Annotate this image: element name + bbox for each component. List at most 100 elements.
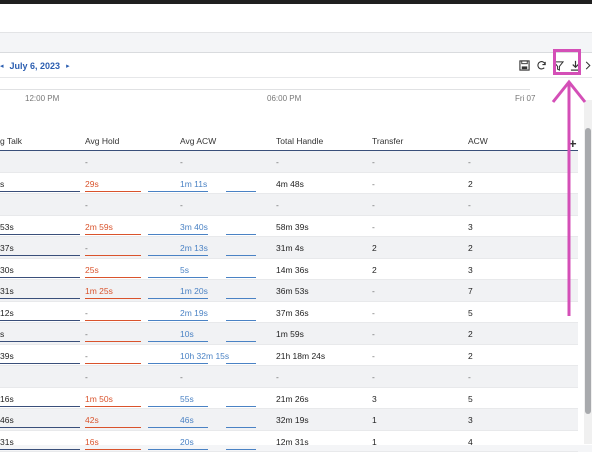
table-cell: - [85, 200, 88, 210]
table-cell: 3 [468, 222, 473, 232]
table-cell: 2 [468, 243, 473, 253]
row-duration-bar [85, 234, 141, 235]
table-row[interactable]: 53s 2m 59s 3m 40s 58m 39s - 3 [0, 216, 578, 238]
current-date-label[interactable]: July 6, 2023 [10, 61, 61, 71]
chevron-right-icon[interactable] [584, 57, 592, 73]
table-cell: 46s [180, 415, 194, 425]
table-cell: 31s [0, 286, 14, 296]
table-cell: 2m 19s [180, 308, 208, 318]
table-cell: - [372, 222, 375, 232]
table-cell: - [372, 179, 375, 189]
table-cell: - [468, 372, 471, 382]
table-cell: 53s [0, 222, 14, 232]
row-duration-bar [148, 320, 208, 321]
table-cell: 21m 26s [276, 394, 309, 404]
grid-header: g Talk Avg Hold Avg ACW Total Handle Tra… [0, 132, 578, 151]
table-cell: 2 [372, 243, 377, 253]
table-cell: - [372, 329, 375, 339]
row-duration-bar [226, 234, 256, 235]
table-cell: 31s [0, 437, 14, 447]
table-cell: 1m 59s [276, 329, 304, 339]
table-cell: 37m 36s [276, 308, 309, 318]
table-cell: - [372, 157, 375, 167]
table-row[interactable]: ----- [0, 151, 578, 173]
row-duration-bar [85, 277, 141, 278]
table-cell: - [276, 200, 279, 210]
row-duration-bar [85, 363, 141, 364]
table-cell: - [85, 308, 88, 318]
table-cell: - [180, 157, 183, 167]
row-duration-bar [148, 449, 208, 450]
refresh-icon[interactable] [533, 57, 549, 73]
row-duration-bar [226, 255, 256, 256]
row-duration-bar [85, 255, 141, 256]
table-cell: 10h 32m 15s [180, 351, 229, 361]
row-duration-bar [148, 277, 208, 278]
table-cell: 2 [468, 179, 473, 189]
table-cell: 46s [0, 415, 14, 425]
table-cell: 3m 40s [180, 222, 208, 232]
table-cell: 3 [468, 265, 473, 275]
row-duration-bar [226, 449, 256, 450]
column-header-avg-acw[interactable]: Avg ACW [180, 136, 216, 146]
timeline-tick: Fri 07 [515, 94, 535, 103]
column-header-total-handle[interactable]: Total Handle [276, 136, 323, 146]
row-duration-bar [0, 298, 80, 299]
table-cell: - [85, 157, 88, 167]
row-duration-bar [0, 255, 80, 256]
save-icon[interactable] [516, 57, 532, 73]
table-cell: 7 [468, 286, 473, 296]
table-cell: 2 [468, 351, 473, 361]
toolbar: ◂ July 6, 2023 ▸ [0, 53, 592, 78]
table-cell: 2m 59s [85, 222, 113, 232]
column-header-acw[interactable]: ACW [468, 136, 488, 146]
date-navigator: ◂ July 6, 2023 ▸ [0, 59, 70, 73]
table-cell: - [372, 200, 375, 210]
prev-date-arrow-icon[interactable]: ◂ [0, 62, 4, 70]
table-cell: 39s [0, 351, 14, 361]
row-duration-bar [0, 363, 80, 364]
row-duration-bar [85, 298, 141, 299]
table-cell: 25s [85, 265, 99, 275]
column-header-avg-talk[interactable]: g Talk [0, 136, 22, 146]
table-cell: 42s [85, 415, 99, 425]
table-cell: 16s [85, 437, 99, 447]
row-duration-bar [85, 427, 141, 428]
table-cell: 12s [0, 308, 14, 318]
row-duration-bar [148, 234, 208, 235]
table-cell: - [372, 286, 375, 296]
table-cell: 58m 39s [276, 222, 309, 232]
table-cell: 5 [468, 308, 473, 318]
table-cell: 3 [372, 394, 377, 404]
row-duration-bar [148, 255, 208, 256]
row-duration-bar [226, 191, 256, 192]
row-duration-bar [0, 406, 80, 407]
row-duration-bar [0, 234, 80, 235]
column-header-transfer[interactable]: Transfer [372, 136, 403, 146]
table-cell: - [180, 372, 183, 382]
row-duration-bar [0, 427, 80, 428]
table-cell: - [85, 351, 88, 361]
row-duration-bar [85, 406, 141, 407]
table-cell: 30s [0, 265, 14, 275]
table-cell: 1m 50s [85, 394, 113, 404]
row-duration-bar [226, 341, 256, 342]
table-cell: - [85, 243, 88, 253]
row-duration-bar [85, 191, 141, 192]
next-date-arrow-icon[interactable]: ▸ [66, 62, 70, 70]
table-row[interactable]: ----- [0, 194, 578, 216]
column-header-avg-hold[interactable]: Avg Hold [85, 136, 119, 146]
table-row[interactable]: ----- [0, 366, 578, 388]
table-cell: 2 [372, 265, 377, 275]
